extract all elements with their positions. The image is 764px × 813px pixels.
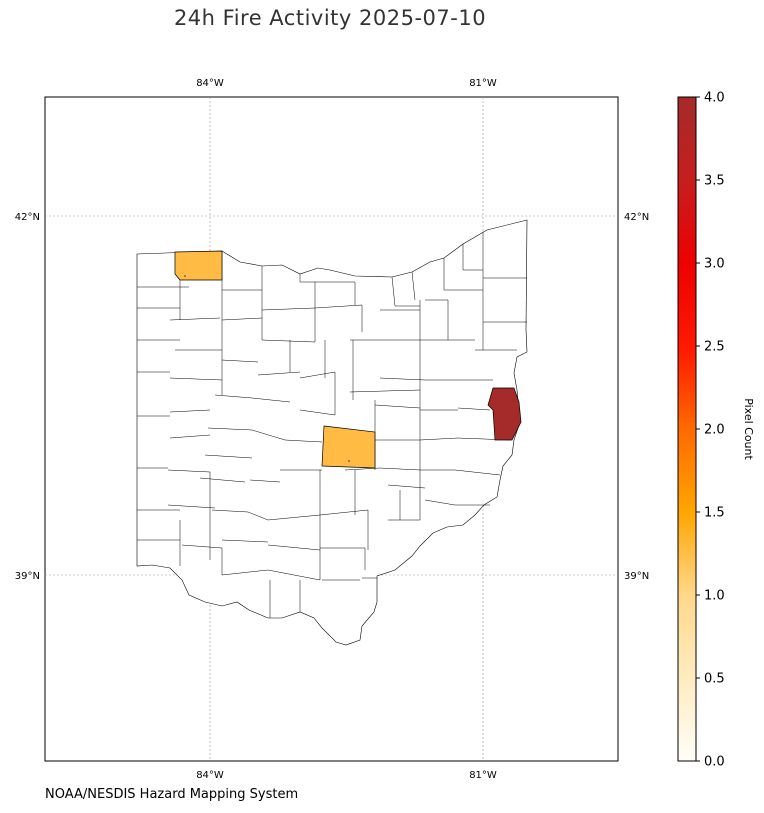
bottom-lon-label-81w: 81°W bbox=[469, 770, 497, 781]
axis-labels: 84°W 81°W 84°W 81°W 42°N 39°N 42°N 39°N bbox=[15, 78, 649, 781]
right-lat-label-42n: 42°N bbox=[624, 212, 649, 223]
ohio-counties bbox=[136, 219, 528, 646]
highlighted-county-central bbox=[321, 425, 376, 469]
highlighted-county-east bbox=[487, 387, 522, 441]
colorbar-ticks: 0.0 0.5 1.0 1.5 2.0 2.5 3.0 3.5 4.0 bbox=[696, 91, 725, 770]
fire-point-northwest bbox=[184, 275, 186, 277]
colorbar-tick-label: 2.0 bbox=[704, 423, 725, 438]
top-lon-label-81w: 81°W bbox=[469, 78, 497, 89]
colorbar: 0.0 0.5 1.0 1.5 2.0 2.5 3.0 3.5 4.0 Pixel Count bbox=[677, 91, 755, 770]
left-lat-label-42n: 42°N bbox=[15, 212, 40, 223]
left-lat-label-39n: 39°N bbox=[15, 571, 40, 582]
colorbar-tick-label: 2.5 bbox=[704, 340, 725, 355]
colorbar-tick-label: 3.5 bbox=[704, 174, 725, 189]
colorbar-tick-label: 0.5 bbox=[704, 672, 725, 687]
right-lat-label-39n: 39°N bbox=[624, 571, 649, 582]
colorbar-tick-label: 1.0 bbox=[704, 589, 725, 604]
highlighted-county-northwest bbox=[174, 250, 223, 281]
colorbar-label: Pixel Count bbox=[742, 398, 755, 460]
data-source-credit: NOAA/NESDIS Hazard Mapping System bbox=[45, 787, 299, 802]
colorbar-tick-label: 4.0 bbox=[704, 91, 725, 106]
colorbar-tick-label: 1.5 bbox=[704, 506, 725, 521]
colorbar-tick-label: 0.0 bbox=[704, 755, 725, 770]
colorbar-gradient bbox=[677, 96, 697, 762]
colorbar-tick-label: 3.0 bbox=[704, 257, 725, 272]
fire-point-central bbox=[348, 460, 350, 462]
map-title: 24h Fire Activity 2025-07-10 bbox=[173, 6, 487, 30]
bottom-lon-label-84w: 84°W bbox=[196, 770, 224, 781]
top-lon-label-84w: 84°W bbox=[196, 78, 224, 89]
county-lines bbox=[137, 232, 527, 618]
